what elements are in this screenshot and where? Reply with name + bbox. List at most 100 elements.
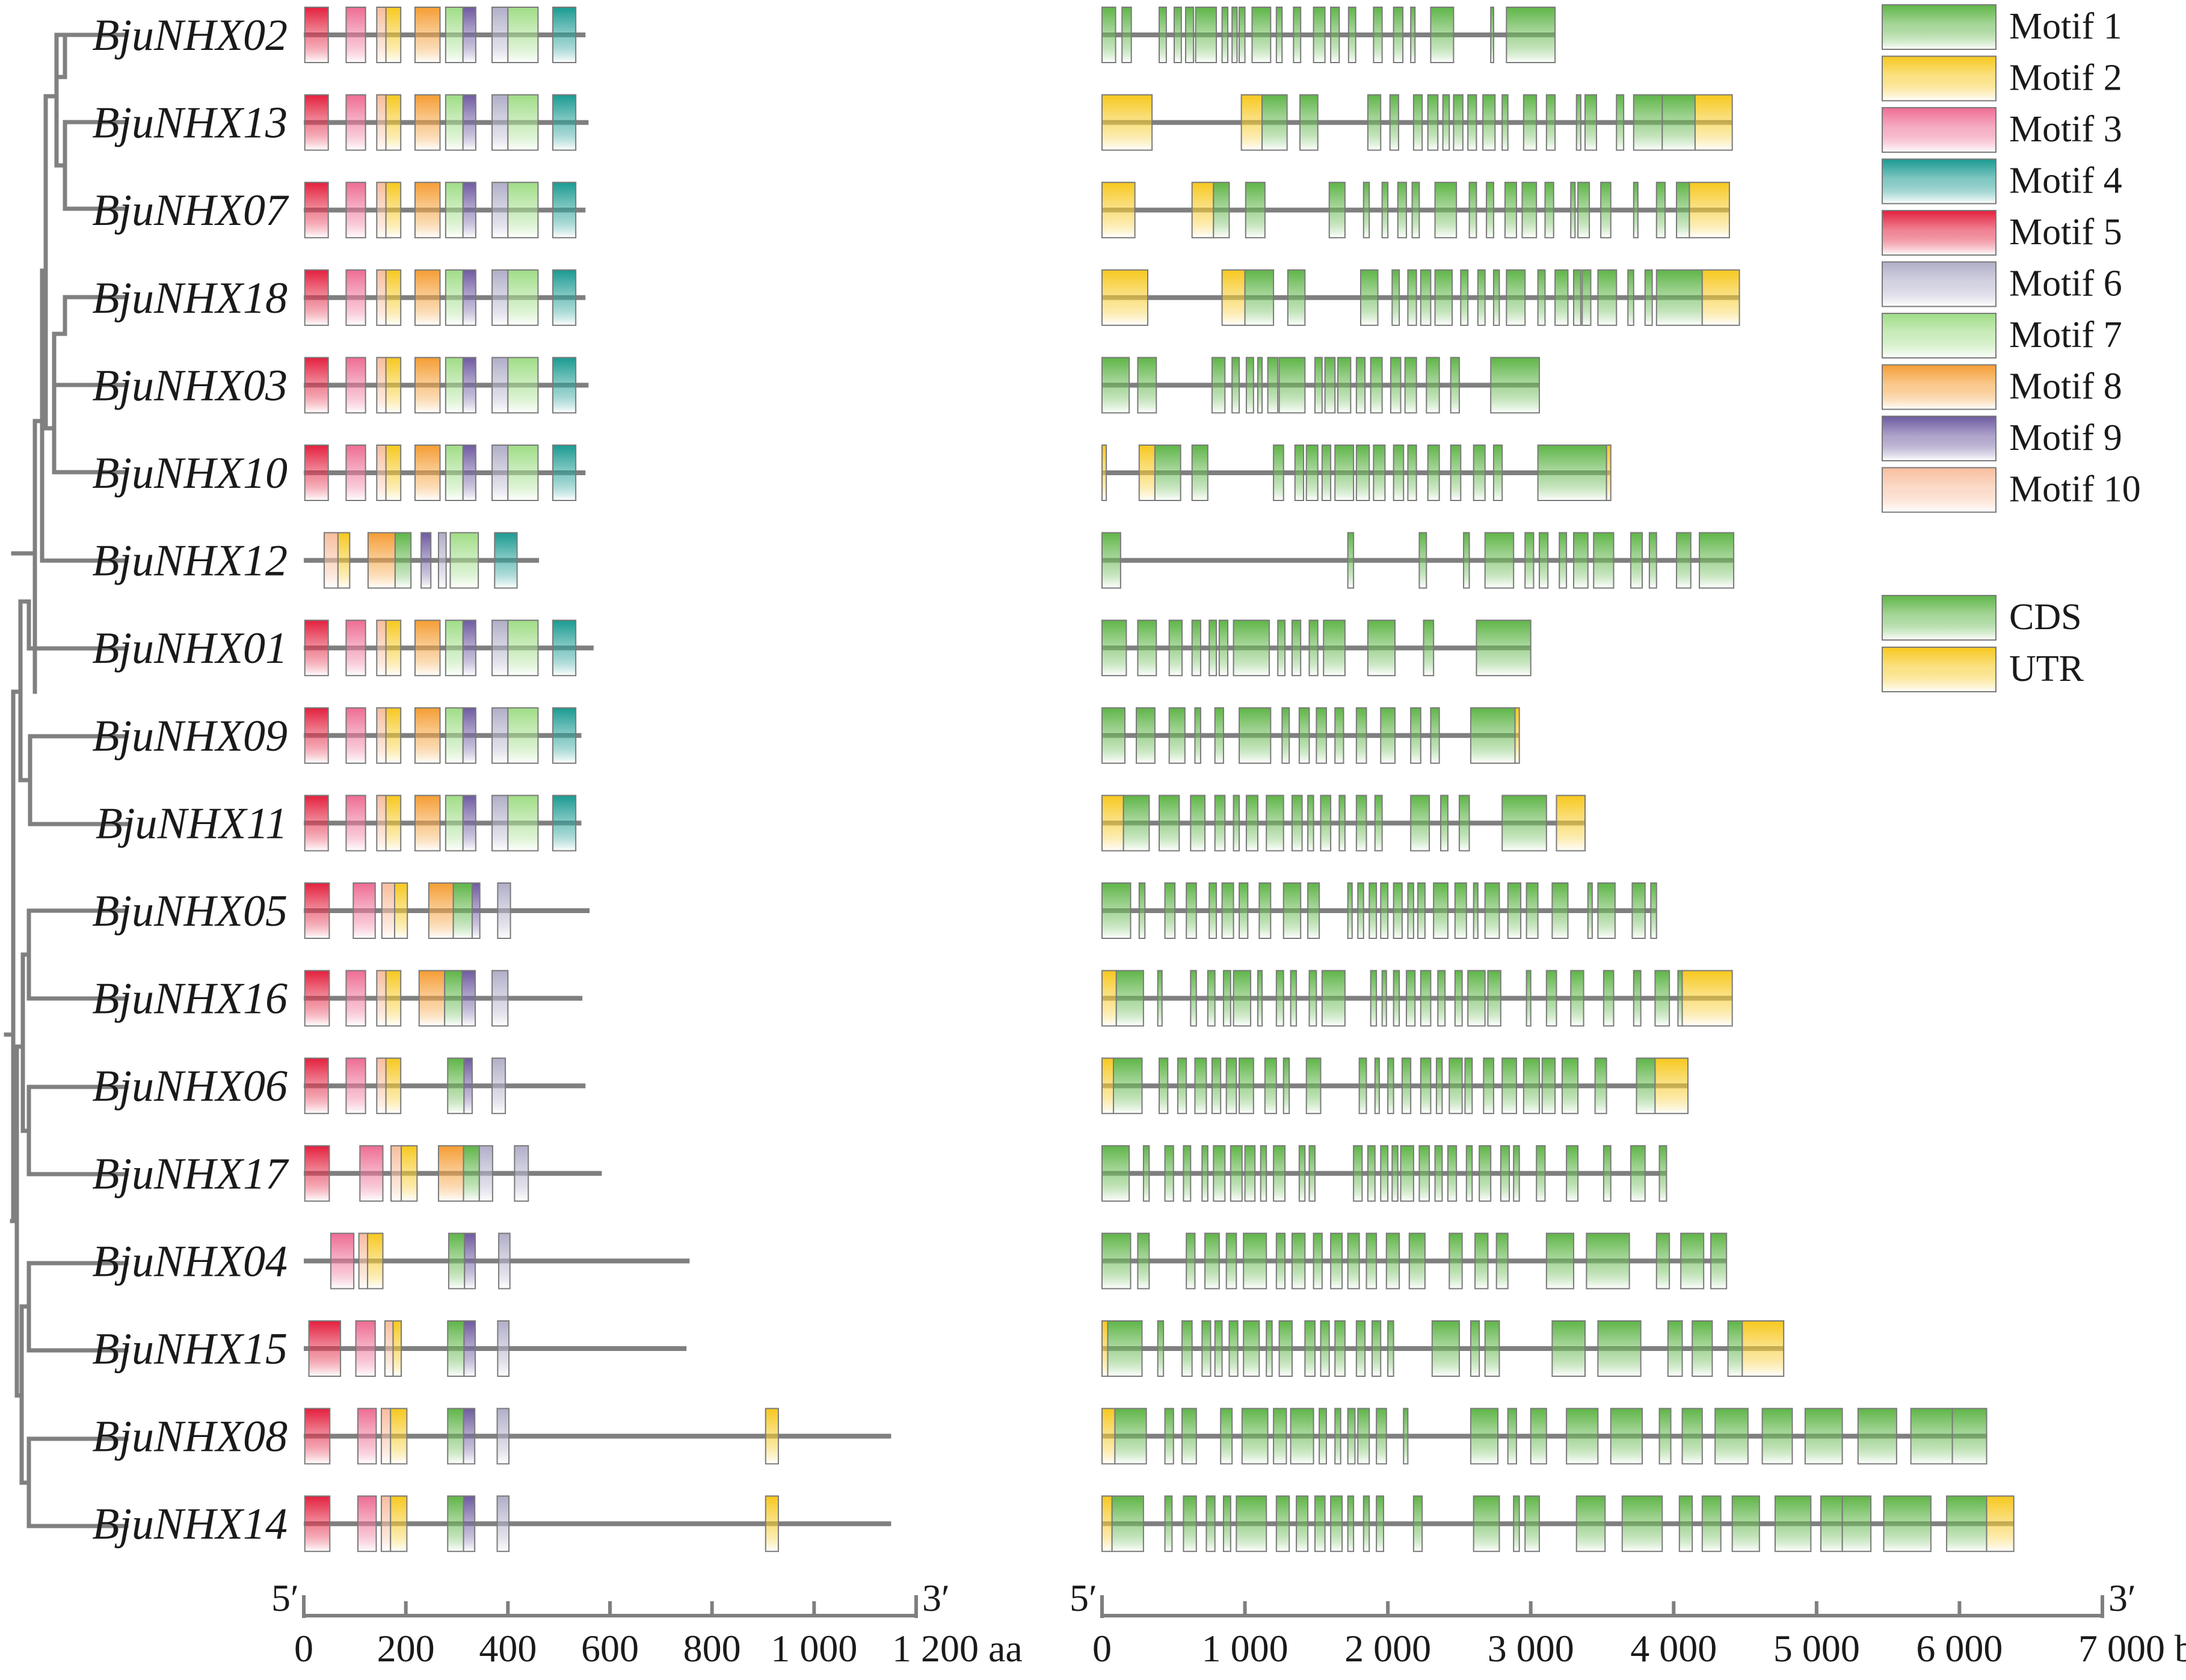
cds-block <box>1267 357 1279 414</box>
motif-7-box <box>507 357 539 414</box>
motif-2-box <box>385 795 402 852</box>
legend-label: Motif 5 <box>2009 212 2122 253</box>
motif-5-box <box>308 1320 342 1377</box>
motif-9-box <box>463 1320 476 1377</box>
motif-10-box <box>376 182 387 239</box>
cds-block <box>1545 1232 1574 1290</box>
legend-item-motif-4: Motif 4 <box>1882 158 2122 205</box>
motif-10-box <box>358 1232 369 1290</box>
gene-row-BjuNHX04: BjuNHX04 <box>92 1232 1728 1290</box>
cds-block <box>1479 1145 1492 1202</box>
cds-block <box>1101 7 1116 63</box>
cds-block <box>1586 1232 1630 1290</box>
cds-block <box>1355 795 1367 852</box>
gene-name: BjuNHX12 <box>92 537 288 586</box>
motif-1-box <box>394 532 412 589</box>
gene-name: BjuNHX17 <box>92 1149 289 1199</box>
utr-block <box>1741 1320 1785 1377</box>
cds-block <box>1137 357 1157 414</box>
cds-block <box>1524 532 1535 589</box>
cds-block <box>1374 795 1383 852</box>
cds-block <box>1581 269 1592 326</box>
motif-7-box <box>507 620 539 677</box>
cds-block <box>1636 1057 1656 1115</box>
cds-block <box>1159 1057 1169 1115</box>
cds-block <box>1231 357 1240 414</box>
protein-tick-label: 200 <box>377 1627 435 1670</box>
cds-block <box>1680 1232 1705 1290</box>
cds-block <box>1655 182 1666 239</box>
motif-9-box <box>462 445 476 501</box>
cds-block <box>1404 357 1417 414</box>
cds-block <box>1381 182 1389 239</box>
cds-block <box>1316 707 1327 764</box>
cds-block <box>1420 970 1432 1027</box>
cds-block <box>1526 970 1532 1027</box>
cds-block <box>1468 182 1477 239</box>
motif-3-box <box>353 882 376 939</box>
motif-6-box <box>496 1408 510 1465</box>
legend-swatch <box>1882 364 1997 410</box>
cds-block <box>1676 182 1690 239</box>
cds-block <box>1278 1320 1293 1377</box>
cds-block <box>1570 182 1576 239</box>
motif-9-box <box>463 1408 476 1465</box>
cds-block <box>1430 7 1455 63</box>
cds-block <box>1501 94 1509 151</box>
cds-block <box>1107 1320 1143 1377</box>
cds-block <box>1418 532 1427 589</box>
cds-block <box>1393 445 1405 501</box>
cds-block <box>1397 182 1408 239</box>
motif-legend: Motif 1 Motif 2 Motif 3 Motif 4 Motif 5 Motif… <box>1882 4 2141 513</box>
cds-block <box>1101 357 1130 414</box>
cds-block <box>1627 269 1634 326</box>
cds-block <box>1484 532 1515 589</box>
gene-tick-label: 4 000 <box>1630 1627 1717 1670</box>
cds-block <box>1214 1320 1223 1377</box>
cds-block <box>1168 707 1186 764</box>
motif-2-box <box>385 94 402 151</box>
cds-block <box>1587 882 1593 939</box>
gene-row-BjuNHX08: BjuNHX08 <box>92 1408 1987 1465</box>
gene-row-BjuNHX12: BjuNHX12 <box>92 532 1735 589</box>
motif-8-box <box>414 7 441 63</box>
cds-block <box>1420 269 1432 326</box>
cds-block <box>1561 1057 1579 1115</box>
cds-block <box>1277 620 1286 677</box>
motif-5-box <box>304 182 329 239</box>
motif-6-box <box>491 1057 506 1115</box>
cds-block <box>1463 532 1470 589</box>
cds-block <box>1291 620 1302 677</box>
legend-item-motif-6: Motif 6 <box>1882 261 2122 307</box>
cds-block <box>1430 707 1440 764</box>
gene-tick-label: 7 000 bp <box>2078 1627 2186 1670</box>
cds-block <box>1427 445 1440 501</box>
cds-block <box>1334 707 1344 764</box>
cds-block <box>1951 1408 1987 1465</box>
motif-3-box <box>345 357 366 414</box>
motif-4-box <box>494 532 518 589</box>
motif-5-box <box>304 357 329 414</box>
cds-block <box>1403 1408 1409 1465</box>
cds-block <box>1324 357 1336 414</box>
cds-block <box>1506 7 1556 63</box>
cds-block <box>1616 94 1625 151</box>
motif-1-box <box>448 1232 466 1290</box>
cds-block <box>1631 882 1646 939</box>
protein-tick-label: 1 000 <box>771 1627 857 1670</box>
cds-block <box>1154 445 1181 501</box>
utr-block <box>1986 1495 2015 1552</box>
cds-block <box>1389 94 1399 151</box>
legend-swatch <box>1882 4 1997 50</box>
motif-1-box <box>444 970 463 1027</box>
cds-block <box>1101 620 1127 677</box>
utr-block <box>1654 1057 1689 1115</box>
cds-block <box>1222 1495 1231 1552</box>
motif-7-box <box>445 357 464 414</box>
motif-5-box <box>304 970 330 1027</box>
cds-block <box>1251 7 1272 63</box>
motif-10-box <box>323 532 339 589</box>
gene-name: BjuNHX14 <box>92 1500 288 1549</box>
cds-block <box>1676 532 1692 589</box>
cds-block <box>1195 7 1218 63</box>
